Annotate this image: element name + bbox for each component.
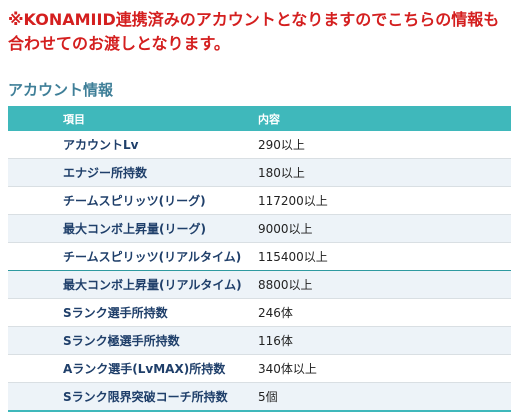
row-value: 9000以上 <box>258 214 511 243</box>
row-value: 290以上 <box>258 131 511 159</box>
table-row: Aランク選手(LvMAX)所持数 340体以上 <box>8 354 511 383</box>
row-item: Sランク選手所持数 <box>8 298 258 327</box>
table-row: Sランク極選手所持数 116体 <box>8 326 511 355</box>
row-item: Sランク限界突破コーチ所持数 <box>8 382 258 412</box>
notice-text: ※KONAMIID連携済みのアカウントとなりますのでこちらの情報も 合わせてのお… <box>8 8 512 56</box>
table-row: チームスピリッツ(リアルタイム) 115400以上 <box>8 242 511 271</box>
header-item: 項目 <box>8 106 258 131</box>
row-value: 340体以上 <box>258 354 511 383</box>
table-row: エナジー所持数 180以上 <box>8 158 511 187</box>
table-row: Sランク限界突破コーチ所持数 5個 <box>8 382 511 412</box>
row-value: 180以上 <box>258 158 511 187</box>
row-item: チームスピリッツ(リーグ) <box>8 186 258 215</box>
row-value: 8800以上 <box>258 270 511 299</box>
row-value: 246体 <box>258 298 511 327</box>
table-header-row: 項目 内容 <box>8 106 511 131</box>
table-row: 最大コンボ上昇量(リアルタイム) 8800以上 <box>8 270 511 299</box>
notice-line-1: ※KONAMIID連携済みのアカウントとなりますのでこちらの情報も <box>8 10 500 29</box>
notice-line-2: 合わせてのお渡しとなります。 <box>8 34 230 53</box>
header-value: 内容 <box>258 106 511 131</box>
row-item: アカウントLv <box>8 131 258 159</box>
table-row: 最大コンボ上昇量(リーグ) 9000以上 <box>8 214 511 243</box>
row-value: 115400以上 <box>258 242 511 271</box>
row-item: Aランク選手(LvMAX)所持数 <box>8 354 258 383</box>
row-item: 最大コンボ上昇量(リアルタイム) <box>8 270 258 299</box>
row-value: 5個 <box>258 382 511 412</box>
row-item: エナジー所持数 <box>8 158 258 187</box>
row-item: チームスピリッツ(リアルタイム) <box>8 242 258 271</box>
section-title: アカウント情報 <box>8 81 114 99</box>
row-item: Sランク極選手所持数 <box>8 326 258 355</box>
account-info-table: 項目 内容 アカウントLv 290以上 エナジー所持数 180以上 チームスピリ… <box>8 106 511 412</box>
row-value: 117200以上 <box>258 186 511 215</box>
table-row: Sランク選手所持数 246体 <box>8 298 511 327</box>
table-row: アカウントLv 290以上 <box>8 131 511 159</box>
row-item: 最大コンボ上昇量(リーグ) <box>8 214 258 243</box>
table-row: チームスピリッツ(リーグ) 117200以上 <box>8 186 511 215</box>
row-value: 116体 <box>258 326 511 355</box>
